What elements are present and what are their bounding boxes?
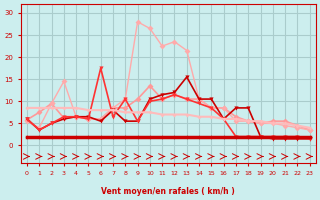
X-axis label: Vent moyen/en rafales ( km/h ): Vent moyen/en rafales ( km/h )	[101, 187, 235, 196]
